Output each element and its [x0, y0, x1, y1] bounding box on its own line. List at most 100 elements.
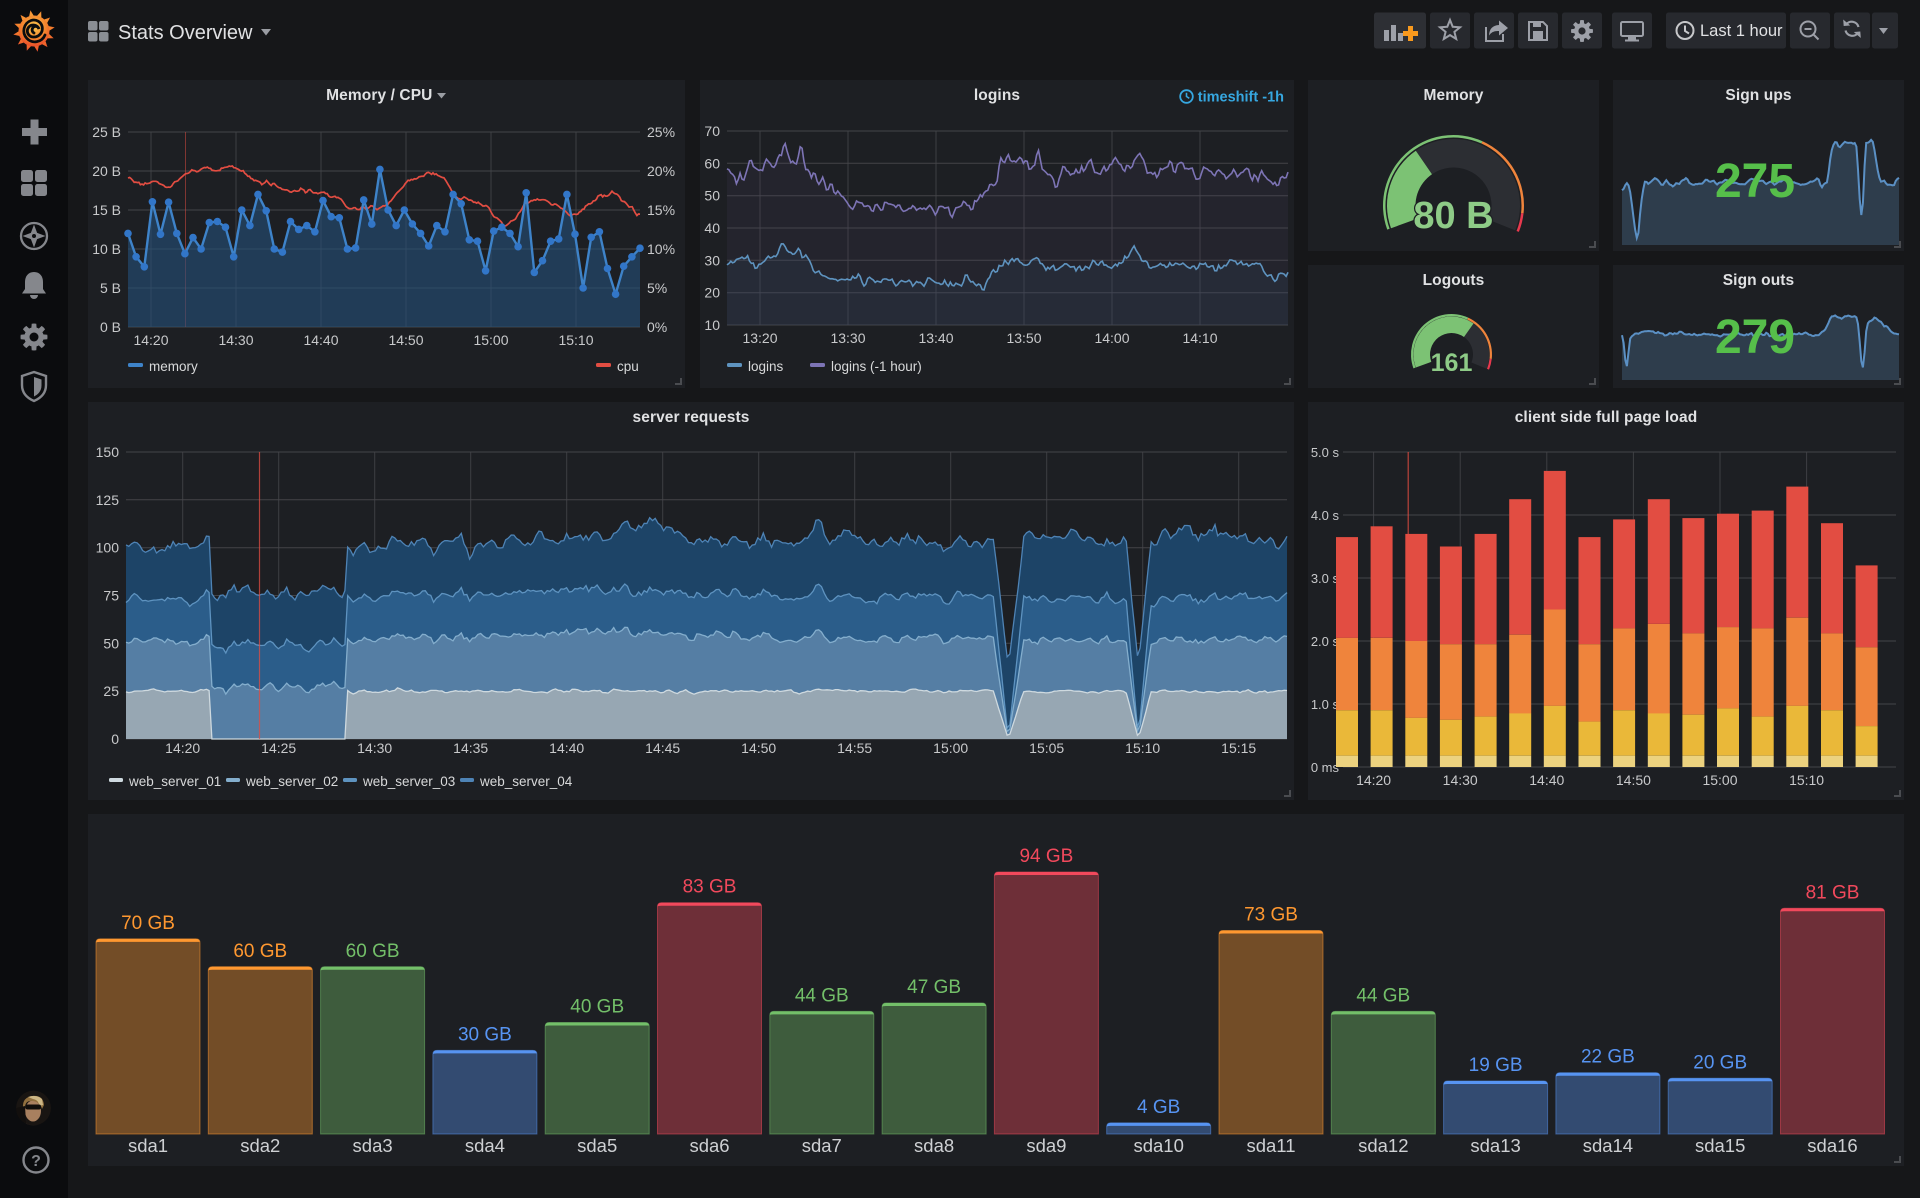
svg-text:125: 125	[96, 492, 120, 508]
svg-text:25 B: 25 B	[92, 124, 121, 140]
svg-text:web_server_02: web_server_02	[245, 774, 338, 789]
svg-text:1.0 s: 1.0 s	[1311, 697, 1340, 712]
svg-text:15:00: 15:00	[473, 332, 508, 348]
svg-text:10 B: 10 B	[92, 241, 121, 257]
svg-text:sda1: sda1	[128, 1135, 168, 1156]
svg-text:10%: 10%	[647, 241, 675, 257]
svg-text:30: 30	[704, 252, 720, 268]
svg-text:275: 275	[1715, 155, 1795, 208]
svg-text:15:10: 15:10	[1125, 740, 1160, 756]
svg-text:sda15: sda15	[1695, 1135, 1745, 1156]
svg-text:14:20: 14:20	[1356, 772, 1391, 788]
svg-text:10: 10	[704, 317, 720, 333]
svg-text:web_server_03: web_server_03	[362, 774, 455, 789]
svg-text:30 GB: 30 GB	[458, 1024, 512, 1045]
svg-text:44 GB: 44 GB	[795, 985, 849, 1006]
svg-text:web_server_01: web_server_01	[128, 774, 221, 789]
svg-text:14:20: 14:20	[133, 332, 168, 348]
svg-text:4.0 s: 4.0 s	[1311, 508, 1340, 523]
svg-text:15:15: 15:15	[1221, 740, 1256, 756]
svg-text:sda7: sda7	[802, 1135, 842, 1156]
svg-text:60 GB: 60 GB	[346, 941, 400, 962]
svg-text:web_server_04: web_server_04	[479, 774, 573, 789]
svg-text:13:20: 13:20	[742, 330, 777, 346]
svg-text:100: 100	[96, 540, 120, 556]
svg-text:14:35: 14:35	[453, 740, 488, 756]
svg-text:14:40: 14:40	[1529, 772, 1564, 788]
svg-text:14:45: 14:45	[645, 740, 680, 756]
svg-text:Stats Overview: Stats Overview	[118, 22, 253, 44]
svg-text:22 GB: 22 GB	[1581, 1047, 1635, 1068]
svg-text:13:40: 13:40	[918, 330, 953, 346]
svg-text:15:00: 15:00	[933, 740, 968, 756]
svg-text:sda10: sda10	[1133, 1135, 1183, 1156]
svg-text:25%: 25%	[647, 124, 675, 140]
svg-text:50: 50	[103, 635, 119, 651]
svg-text:60 GB: 60 GB	[233, 941, 287, 962]
svg-text:15 B: 15 B	[92, 202, 121, 218]
svg-text:14:50: 14:50	[1616, 772, 1651, 788]
svg-text:14:40: 14:40	[303, 332, 338, 348]
svg-text:15%: 15%	[647, 202, 675, 218]
svg-text:20 B: 20 B	[92, 163, 121, 179]
svg-text:94 GB: 94 GB	[1019, 846, 1073, 867]
svg-text:sda14: sda14	[1583, 1135, 1633, 1156]
svg-text:14:30: 14:30	[218, 332, 253, 348]
svg-text:2.0 s: 2.0 s	[1311, 634, 1340, 649]
svg-text:sda2: sda2	[240, 1135, 280, 1156]
svg-text:sda3: sda3	[353, 1135, 393, 1156]
svg-text:15:10: 15:10	[558, 332, 593, 348]
svg-text:161: 161	[1431, 349, 1473, 377]
svg-text:40 GB: 40 GB	[570, 997, 624, 1018]
svg-text:?: ?	[31, 1153, 41, 1170]
svg-text:logins: logins	[748, 359, 784, 374]
svg-text:14:00: 14:00	[1094, 330, 1129, 346]
svg-text:14:50: 14:50	[741, 740, 776, 756]
svg-text:47 GB: 47 GB	[907, 977, 961, 998]
svg-text:sda13: sda13	[1470, 1135, 1520, 1156]
svg-text:70 GB: 70 GB	[121, 913, 175, 934]
svg-text:14:10: 14:10	[1182, 330, 1217, 346]
svg-text:15:00: 15:00	[1702, 772, 1737, 788]
svg-text:81 GB: 81 GB	[1806, 882, 1860, 903]
svg-text:14:30: 14:30	[357, 740, 392, 756]
svg-text:83 GB: 83 GB	[683, 877, 737, 898]
svg-text:40: 40	[704, 220, 720, 236]
svg-text:70: 70	[704, 123, 720, 139]
svg-text:75: 75	[103, 588, 119, 604]
svg-text:sda16: sda16	[1807, 1135, 1857, 1156]
svg-text:14:20: 14:20	[165, 740, 200, 756]
svg-text:0 B: 0 B	[100, 319, 121, 335]
svg-text:0%: 0%	[647, 319, 667, 335]
svg-text:20%: 20%	[647, 163, 675, 179]
svg-text:cpu: cpu	[617, 359, 639, 374]
svg-text:5%: 5%	[647, 280, 667, 296]
svg-text:5.0 s: 5.0 s	[1311, 445, 1340, 460]
svg-text:memory: memory	[149, 359, 198, 374]
svg-text:logins (-1 hour): logins (-1 hour)	[831, 359, 922, 374]
svg-text:73 GB: 73 GB	[1244, 905, 1298, 926]
svg-text:sda5: sda5	[577, 1135, 617, 1156]
svg-text:44 GB: 44 GB	[1356, 985, 1410, 1006]
svg-text:4 GB: 4 GB	[1137, 1097, 1180, 1118]
svg-text:0 ms: 0 ms	[1311, 760, 1340, 775]
svg-text:14:55: 14:55	[837, 740, 872, 756]
svg-text:0: 0	[111, 731, 119, 747]
svg-text:150: 150	[96, 444, 120, 460]
svg-text:20 GB: 20 GB	[1693, 1052, 1747, 1073]
svg-text:14:30: 14:30	[1443, 772, 1478, 788]
svg-text:Last 1 hour: Last 1 hour	[1700, 22, 1783, 40]
svg-text:15:10: 15:10	[1789, 772, 1824, 788]
svg-text:20: 20	[704, 285, 720, 301]
svg-text:19 GB: 19 GB	[1469, 1055, 1523, 1076]
svg-text:80 B: 80 B	[1413, 195, 1493, 237]
svg-text:sda9: sda9	[1026, 1135, 1066, 1156]
svg-text:sda12: sda12	[1358, 1135, 1408, 1156]
svg-text:5 B: 5 B	[100, 280, 121, 296]
svg-text:sda11: sda11	[1246, 1135, 1295, 1156]
svg-text:13:50: 13:50	[1006, 330, 1041, 346]
svg-text:13:30: 13:30	[830, 330, 865, 346]
svg-text:25: 25	[103, 683, 119, 699]
svg-text:3.0 s: 3.0 s	[1311, 571, 1340, 586]
svg-text:14:25: 14:25	[261, 740, 296, 756]
